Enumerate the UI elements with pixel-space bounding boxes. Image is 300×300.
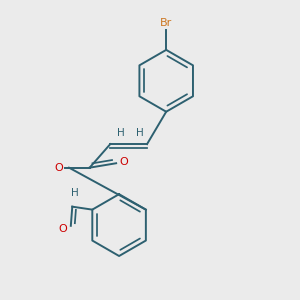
- Text: H: H: [136, 128, 144, 138]
- Text: O: O: [58, 224, 67, 234]
- Text: H: H: [71, 188, 79, 198]
- Text: O: O: [120, 157, 128, 167]
- Text: O: O: [54, 163, 63, 173]
- Text: Br: Br: [160, 18, 172, 28]
- Text: H: H: [117, 128, 124, 138]
